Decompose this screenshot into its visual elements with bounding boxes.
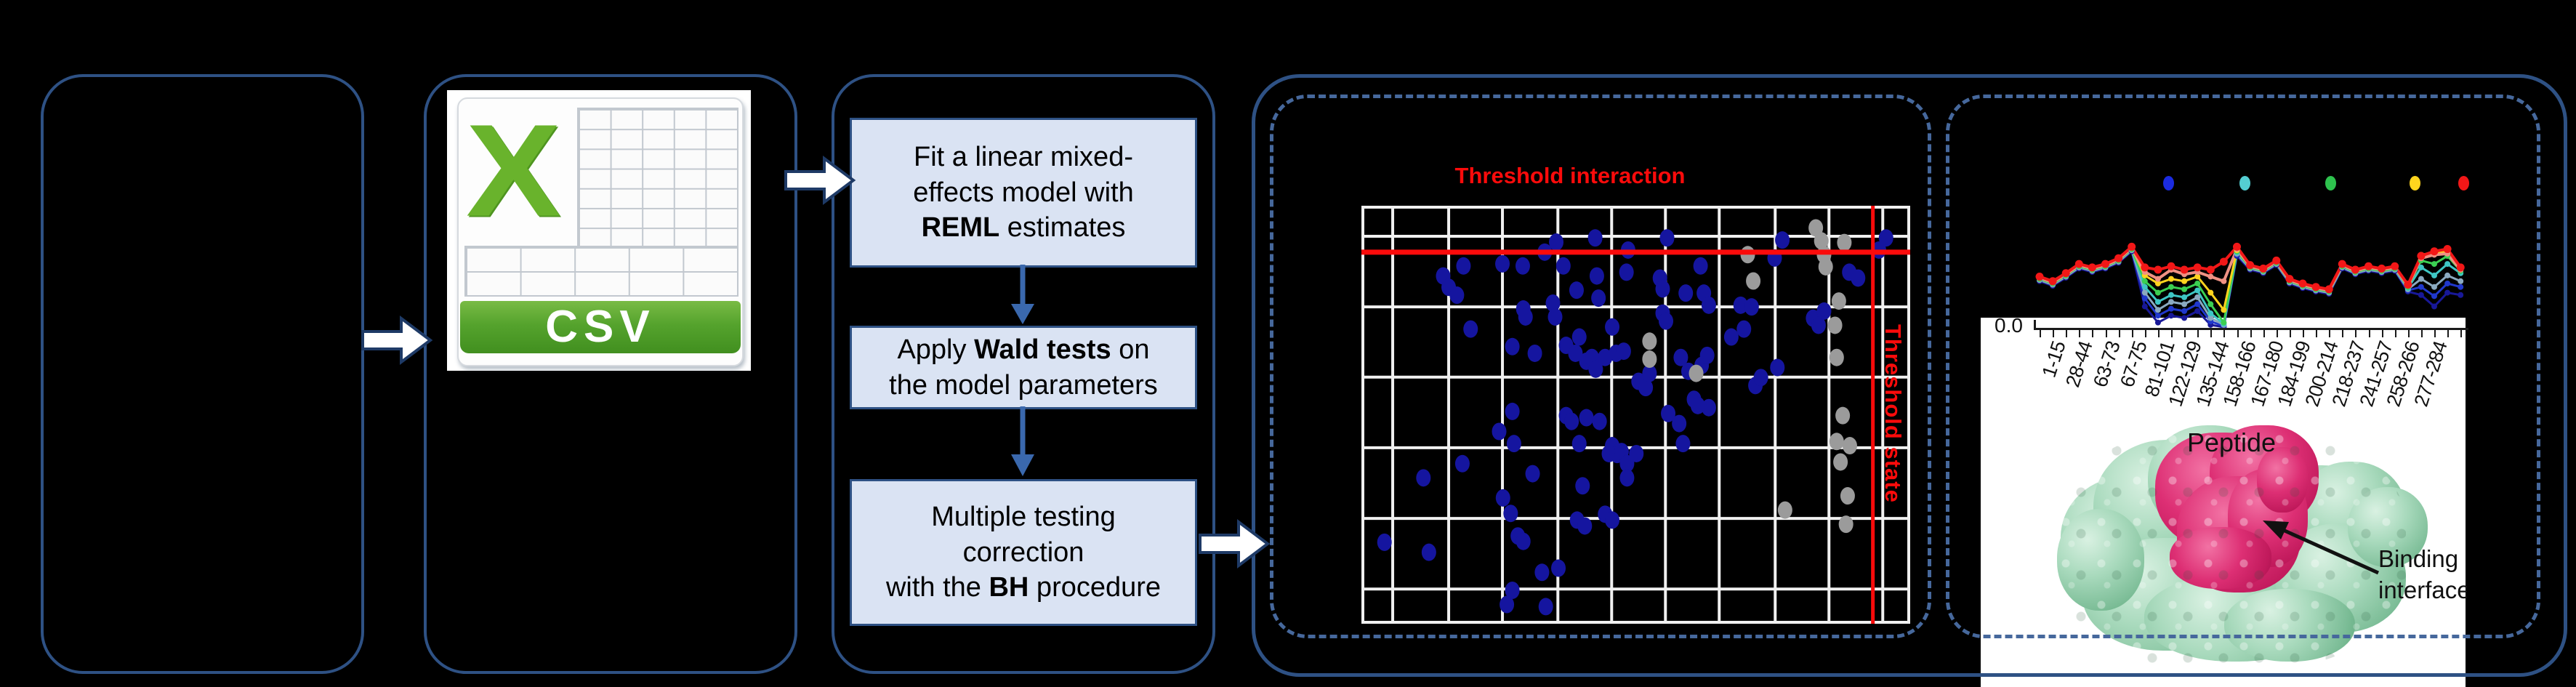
axis-tick [2355, 330, 2357, 337]
bound-peptide-pink-surface [2257, 447, 2308, 513]
axis-tick [2040, 330, 2041, 337]
axis-tick [2105, 330, 2107, 337]
flow-arrow-right-icon [784, 156, 856, 205]
axis-tick [2092, 330, 2094, 337]
axis-tick [2250, 330, 2252, 337]
csv-file-icon: X CSV [457, 97, 744, 366]
protein-green-surface [2057, 509, 2144, 611]
protein-surface-texture [2057, 429, 2406, 669]
flow-arrow-right-icon [361, 316, 433, 365]
axis-tick [2053, 330, 2055, 337]
arrow-down-icon [1011, 406, 1034, 476]
axis-tick [2223, 330, 2226, 337]
legend-dot-icon [2458, 176, 2469, 190]
binding-interface-label: Binding interface [2378, 545, 2467, 603]
axis-tick [2394, 330, 2396, 337]
axis-tick [2197, 330, 2199, 337]
threshold-scatter-plot [1361, 206, 1910, 624]
step-fit-model-box: Fit a linear mixed- effects model with R… [850, 118, 1197, 268]
step-wald-tests-box: Apply Wald tests on the model parameters [850, 326, 1197, 409]
axis-tick [2381, 330, 2383, 337]
axis-tick [2329, 330, 2331, 337]
subpanel-threshold-plot [1270, 95, 1931, 638]
excel-x-logo-icon: X [466, 97, 561, 244]
axis-tick [2289, 330, 2291, 337]
y-axis-corner [2034, 320, 2036, 330]
x-axis-title: Peptide [2186, 427, 2277, 457]
axis-tick [2171, 330, 2173, 337]
uptake-line-chart [2035, 242, 2465, 330]
axis-tick [2316, 330, 2318, 337]
flow-arrow-right-icon [1199, 519, 1271, 569]
axis-tick [2460, 330, 2463, 337]
x-axis-line [2034, 328, 2468, 330]
legend-dot-icon [2410, 176, 2420, 190]
step-multiple-testing-box: Multiple testing correction with the BH … [850, 479, 1197, 626]
axis-tick [2447, 330, 2450, 337]
legend-dot-icon [2163, 176, 2174, 190]
legend-dot-icon [2325, 176, 2336, 190]
axis-tick [2210, 330, 2213, 337]
panel-statistical-workflow [832, 74, 1215, 674]
spreadsheet-grid-icon [577, 108, 738, 249]
csv-file-image: X CSV [447, 90, 751, 371]
axis-tick [2184, 330, 2186, 337]
axis-tick [2131, 330, 2133, 337]
axis-tick [2079, 330, 2081, 337]
axis-tick [2237, 330, 2239, 337]
panel-input-data [41, 74, 364, 674]
axis-tick [2144, 330, 2146, 337]
panel-csv-file [424, 74, 797, 674]
legend-dot-icon [2239, 176, 2250, 190]
csv-banner-label: CSV [460, 301, 741, 353]
protein-green-surface [2224, 589, 2355, 662]
subpanel-peptide-view [1946, 95, 2540, 638]
axis-tick [2276, 330, 2278, 337]
protein-green-surface [2348, 487, 2428, 567]
axis-tick [2407, 330, 2410, 337]
threshold-interaction-label: Threshold interaction [1454, 163, 1686, 188]
axis-tick [2420, 330, 2423, 337]
bound-peptide-pink-surface [2170, 527, 2271, 589]
axis-tick [2066, 330, 2068, 337]
axis-tick [2263, 330, 2265, 337]
axis-tick [2342, 330, 2344, 337]
axis-tick [2368, 330, 2370, 337]
y-axis-tick-label: 0.0 [1995, 314, 2023, 337]
arrow-down-icon [1011, 265, 1034, 324]
spreadsheet-grid-lower-icon [464, 246, 738, 297]
axis-tick [2118, 330, 2120, 337]
axis-tick [2157, 330, 2160, 337]
threshold-state-label: Threshold state [1880, 324, 1906, 503]
panel-results-outer [1252, 74, 2567, 677]
axis-tick [2434, 330, 2436, 337]
axis-tick [2303, 330, 2304, 337]
binding-interface-arrow-icon [2263, 521, 2380, 575]
